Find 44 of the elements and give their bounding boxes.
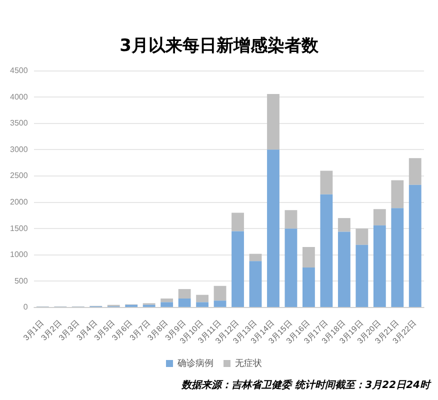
chart-title: 3月以来每日新增感染者数 — [118, 35, 320, 58]
bar — [284, 210, 298, 229]
legend-label: 确诊病例 — [176, 358, 214, 368]
y-tick-label: 3500 — [10, 118, 28, 128]
bar — [214, 300, 226, 307]
bar — [196, 302, 208, 307]
y-tick-label: 3000 — [10, 144, 28, 154]
bar — [302, 246, 315, 268]
bar — [373, 225, 386, 307]
bar — [338, 218, 350, 232]
y-tick-label: 1500 — [10, 224, 28, 233]
bar — [267, 150, 280, 307]
bar — [214, 286, 226, 301]
bar — [284, 228, 298, 307]
y-tick-label: 1000 — [10, 250, 28, 260]
source-note: 数据来源：吉林省卫健委 统计时间截至：3月22日24时 — [180, 378, 432, 392]
y-tick-label: 4000 — [10, 92, 28, 102]
bar — [356, 228, 368, 245]
bar — [408, 184, 422, 307]
bar — [320, 170, 333, 194]
bar — [160, 298, 174, 302]
y-tick-label: 4500 — [10, 66, 28, 76]
bar — [391, 208, 404, 307]
bar — [408, 158, 422, 185]
bar — [373, 209, 386, 226]
y-tick-label: 500 — [14, 276, 28, 286]
y-tick-label: 0 — [23, 302, 28, 312]
bar — [302, 267, 315, 307]
bar — [249, 254, 262, 262]
bar — [338, 232, 350, 307]
bar — [232, 212, 244, 232]
y-tick-label: 2000 — [10, 197, 28, 206]
bar — [249, 261, 262, 307]
bar — [232, 231, 244, 307]
bar — [160, 302, 174, 307]
bar — [320, 194, 333, 307]
legend-label: 无症状 — [235, 358, 262, 368]
bar — [391, 180, 404, 208]
bar — [196, 294, 208, 302]
bar — [356, 244, 368, 307]
bar — [178, 298, 191, 307]
bar — [178, 289, 191, 299]
bar — [267, 94, 280, 150]
y-tick-label: 2500 — [10, 171, 28, 180]
